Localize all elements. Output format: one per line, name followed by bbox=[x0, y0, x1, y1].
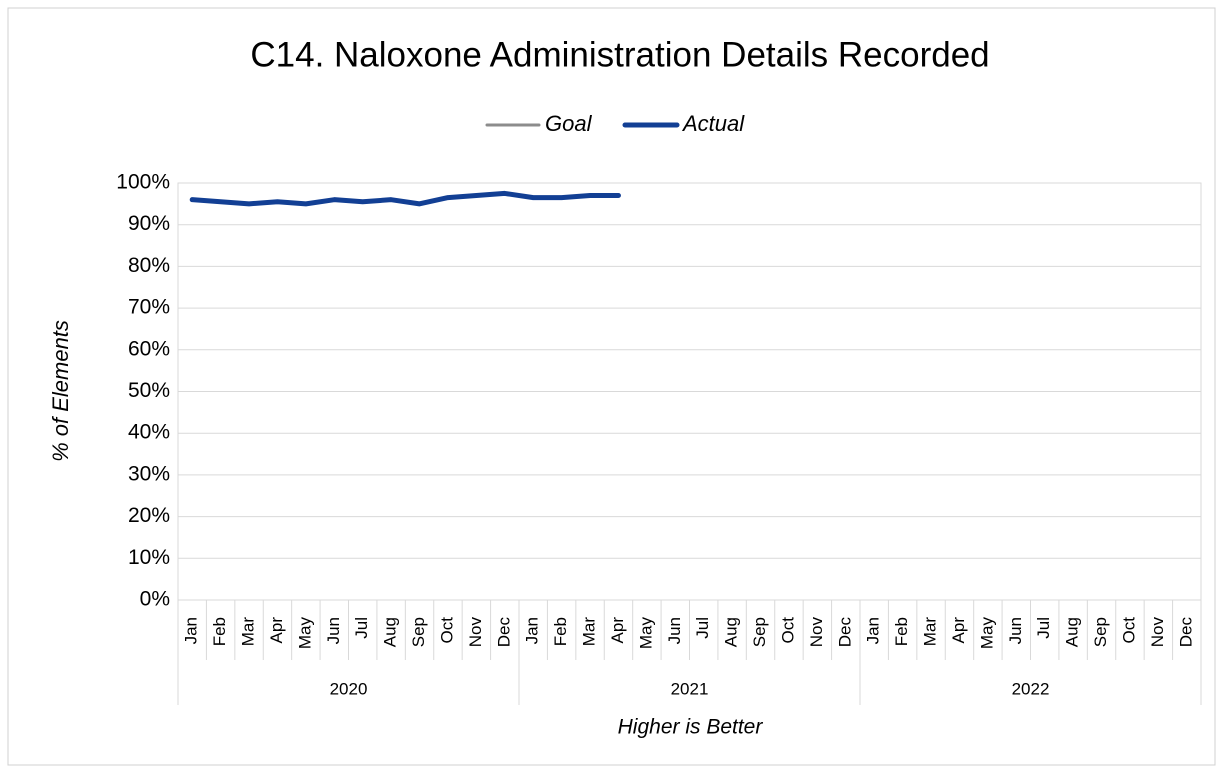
year-label: 2020 bbox=[330, 679, 368, 698]
x-tick-label: Nov bbox=[466, 617, 485, 648]
x-tick-label: Oct bbox=[1119, 617, 1138, 644]
chart-border bbox=[7, 7, 1216, 766]
x-tick-label: Jan bbox=[864, 617, 883, 644]
x-tick-label: Mar bbox=[239, 617, 258, 647]
y-tick-label: 20% bbox=[128, 504, 170, 527]
x-tick-label: Mar bbox=[921, 617, 940, 647]
x-tick-label: Apr bbox=[267, 617, 286, 644]
y-tick-label: 80% bbox=[128, 254, 170, 277]
x-tick-label: May bbox=[977, 617, 996, 650]
x-tick-label: Dec bbox=[494, 617, 513, 648]
y-tick-label: 10% bbox=[128, 546, 170, 569]
x-axis-title: Higher is Better bbox=[618, 716, 764, 739]
x-tick-label: Aug bbox=[722, 617, 741, 647]
x-tick-label: May bbox=[295, 617, 314, 650]
x-tick-label: Oct bbox=[437, 617, 456, 644]
y-tick-label: 40% bbox=[128, 421, 170, 444]
x-tick-label: May bbox=[636, 617, 655, 650]
x-tick-label: Oct bbox=[778, 617, 797, 644]
x-tick-label: Nov bbox=[1148, 617, 1167, 648]
x-tick-label: Nov bbox=[807, 617, 826, 648]
x-tick-label: Jul bbox=[352, 617, 371, 639]
x-tick-label: Sep bbox=[409, 617, 428, 647]
x-tick-label: Dec bbox=[1176, 617, 1195, 648]
year-label: 2022 bbox=[1012, 679, 1050, 698]
x-tick-label: Jul bbox=[693, 617, 712, 639]
series-line bbox=[189, 190, 621, 207]
chart-title: C14. Naloxone Administration Details Rec… bbox=[250, 35, 989, 74]
x-tick-label: Sep bbox=[1091, 617, 1110, 647]
x-tick-label: Apr bbox=[608, 617, 627, 644]
y-tick-label: 60% bbox=[128, 337, 170, 360]
x-tick-label: Jan bbox=[182, 617, 201, 644]
y-tick-label: 100% bbox=[116, 171, 170, 194]
legend-label: Actual bbox=[681, 111, 745, 136]
x-tick-label: Feb bbox=[892, 617, 911, 646]
x-tick-label: Aug bbox=[381, 617, 400, 647]
y-tick-label: 70% bbox=[128, 296, 170, 319]
y-tick-label: 50% bbox=[128, 379, 170, 402]
x-tick-label: Sep bbox=[750, 617, 769, 647]
y-tick-label: 30% bbox=[128, 462, 170, 485]
x-tick-label: Dec bbox=[835, 617, 854, 648]
x-tick-label: Aug bbox=[1063, 617, 1082, 647]
x-tick-label: Jan bbox=[523, 617, 542, 644]
x-tick-label: Jun bbox=[324, 617, 343, 644]
x-tick-label: Feb bbox=[210, 617, 229, 646]
x-tick-label: Apr bbox=[949, 617, 968, 644]
y-tick-label: 0% bbox=[140, 588, 170, 611]
y-axis-title: % of Elements bbox=[48, 320, 73, 462]
year-label: 2021 bbox=[671, 679, 709, 698]
y-tick-label: 90% bbox=[128, 212, 170, 235]
x-tick-label: Mar bbox=[580, 617, 599, 647]
x-tick-label: Jun bbox=[665, 617, 684, 644]
x-tick-label: Feb bbox=[551, 617, 570, 646]
x-tick-label: Jul bbox=[1034, 617, 1053, 639]
legend-label: Goal bbox=[545, 111, 593, 136]
x-tick-label: Jun bbox=[1006, 617, 1025, 644]
